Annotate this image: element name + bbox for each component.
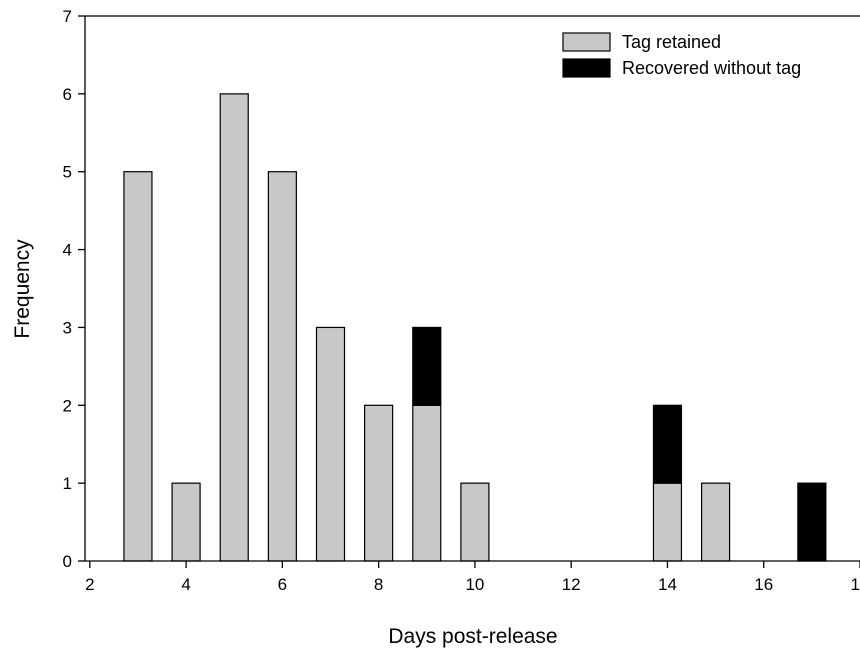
bar-tag-retained-day-3 [123, 171, 153, 562]
y-tick-label-2: 2 [63, 396, 72, 415]
bar-tag-retained-day-15 [700, 482, 731, 562]
bar-tag-retained-day-6 [267, 171, 297, 562]
x-axis-title: Days post-release [388, 625, 557, 648]
legend-swatch-tag-retained [562, 32, 611, 52]
bar-tag-retained-day-10 [460, 482, 490, 562]
bar-tag-retained-day-4 [171, 482, 201, 562]
x-tick-label-4: 4 [181, 575, 190, 594]
bar-tag-retained-day-14 [652, 482, 683, 562]
bars-layer [123, 93, 827, 562]
legend-label-tag-retained: Tag retained [622, 32, 721, 52]
bar-recovered-without-tag-day-17 [797, 482, 827, 562]
x-tick-label-16: 16 [754, 575, 773, 594]
y-tick-label-3: 3 [63, 318, 72, 337]
y-tick-label-4: 4 [63, 241, 72, 260]
y-tick-label-6: 6 [63, 85, 72, 104]
x-tick-label-10: 10 [465, 575, 484, 594]
x-tick-label-2: 2 [85, 575, 94, 594]
bar-recovered-without-tag-day-9 [412, 326, 442, 406]
y-tick-label-7: 7 [63, 7, 72, 26]
y-tick-label-1: 1 [63, 474, 72, 493]
y-tick-label-0: 0 [63, 552, 72, 571]
y-axis-title: Frequency [11, 239, 34, 339]
x-tick-label-12: 12 [562, 575, 581, 594]
x-tick-label-18: 18 [851, 575, 860, 594]
bar-tag-retained-day-8 [364, 404, 394, 562]
x-tick-label-14: 14 [658, 575, 677, 594]
bar-recovered-without-tag-day-14 [652, 404, 683, 484]
legend-label-recovered-without-tag: Recovered without tag [622, 58, 801, 78]
y-tick-label-5: 5 [63, 163, 72, 182]
x-tick-label-6: 6 [278, 575, 287, 594]
ticks-layer: 2468101214161801234567 [63, 7, 860, 594]
legend: Tag retained Recovered without tag [562, 32, 801, 78]
bar-tag-retained-day-9 [412, 404, 442, 562]
x-tick-label-8: 8 [374, 575, 383, 594]
bar-tag-retained-day-5 [219, 93, 249, 562]
axes-layer [84, 15, 860, 562]
bar-tag-retained-day-7 [315, 326, 346, 562]
legend-swatch-recovered-without-tag [562, 58, 611, 78]
